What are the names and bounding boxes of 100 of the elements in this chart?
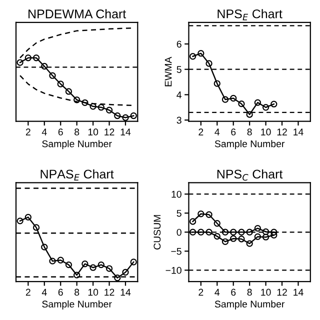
point — [106, 265, 113, 272]
point — [262, 228, 270, 236]
y-tick-label: 4 — [176, 92, 182, 98]
x-tick-label: 4 — [214, 128, 220, 136]
chart-title: NPS$_{C}$ Chart — [217, 169, 283, 181]
point — [206, 211, 212, 218]
point — [206, 60, 212, 67]
x-tick-label: 4 — [42, 288, 47, 296]
x-tick-label: 12 — [277, 288, 287, 296]
x-tick-label: 6 — [231, 128, 236, 136]
x-tick-label: 6 — [58, 288, 63, 296]
point — [214, 232, 220, 240]
x-tick-label: 12 — [104, 128, 114, 136]
x-axis-title: Sample Number — [214, 300, 285, 310]
point — [262, 234, 270, 240]
point — [57, 256, 64, 264]
point — [122, 114, 129, 121]
x-tick-label: 2 — [198, 288, 204, 296]
point — [230, 228, 237, 236]
x-tick-label: 14 — [294, 288, 304, 296]
point — [73, 96, 80, 104]
point — [238, 228, 245, 236]
chart-title: NPDEWMA Chart — [28, 9, 126, 18]
point — [49, 258, 56, 264]
point — [16, 218, 24, 224]
point — [222, 96, 229, 103]
chart-title: NPS$_{E}$ Chart — [218, 9, 282, 20]
x-tick-label: 14 — [120, 288, 131, 296]
x-tick-label: 8 — [74, 288, 80, 296]
y-tick-label: 10 — [172, 190, 182, 198]
point — [238, 100, 245, 108]
chart-title: NPAS$_{E}$ Chart — [40, 169, 114, 180]
x-axis-title: Sample Number — [214, 140, 285, 150]
x-tick-label: 4 — [42, 128, 47, 136]
point — [222, 228, 229, 236]
point — [206, 228, 212, 236]
x-tick-label: 10 — [261, 288, 271, 296]
x-tick-label: 8 — [74, 128, 80, 136]
point — [32, 224, 40, 231]
x-tick-label: 10 — [88, 128, 98, 136]
point — [98, 104, 104, 111]
x-tick-label: 10 — [88, 288, 98, 296]
point — [222, 238, 229, 245]
x-tick-label: 6 — [231, 288, 236, 296]
point — [198, 50, 204, 57]
x-tick-label: 12 — [277, 128, 287, 136]
point — [57, 80, 64, 88]
point — [270, 228, 278, 236]
point — [65, 261, 72, 268]
y-tick-label: −10 — [166, 266, 182, 274]
point — [198, 210, 204, 218]
x-tick-label: 6 — [58, 128, 63, 136]
point — [238, 236, 245, 242]
point — [114, 112, 121, 120]
point — [262, 104, 270, 111]
point — [246, 228, 253, 236]
point — [73, 272, 80, 278]
point — [16, 59, 24, 66]
x-tick-label: 8 — [247, 288, 252, 296]
point — [214, 220, 220, 227]
point — [24, 214, 32, 221]
point — [41, 244, 48, 250]
point — [270, 232, 278, 239]
point — [98, 261, 104, 268]
point — [114, 274, 121, 282]
point — [49, 72, 56, 79]
point — [246, 111, 253, 118]
point — [82, 260, 88, 268]
y-axis-title: CUSUM — [154, 215, 161, 250]
x-tick-label: 4 — [214, 288, 220, 296]
y-tick-label: −5 — [171, 248, 182, 255]
x-tick-label: 12 — [104, 288, 114, 296]
point — [214, 80, 220, 87]
point — [106, 106, 113, 114]
point — [24, 54, 32, 62]
point — [254, 233, 262, 240]
point — [82, 99, 88, 106]
point — [130, 258, 137, 266]
point — [198, 228, 204, 236]
x-tick-label: 10 — [261, 128, 271, 136]
point — [41, 62, 48, 70]
y-tick-label: 5 — [176, 66, 182, 73]
point — [90, 264, 96, 271]
x-tick-label: 2 — [198, 128, 204, 136]
point — [254, 99, 262, 106]
y-axis-title: EWMA — [164, 56, 172, 86]
x-axis-title: Sample Number — [42, 140, 112, 150]
y-tick-label: 5 — [176, 210, 182, 217]
point — [270, 100, 278, 108]
x-tick-label: 8 — [247, 128, 252, 136]
x-axis-title: Sample Number — [42, 300, 112, 310]
y-tick-label: 0 — [176, 228, 182, 236]
x-tick-label: 14 — [120, 128, 131, 136]
point — [189, 53, 196, 60]
x-tick-label: 14 — [294, 128, 304, 136]
point — [90, 103, 96, 110]
point — [189, 218, 196, 225]
point — [246, 240, 253, 247]
point — [32, 54, 40, 62]
point — [254, 224, 262, 232]
